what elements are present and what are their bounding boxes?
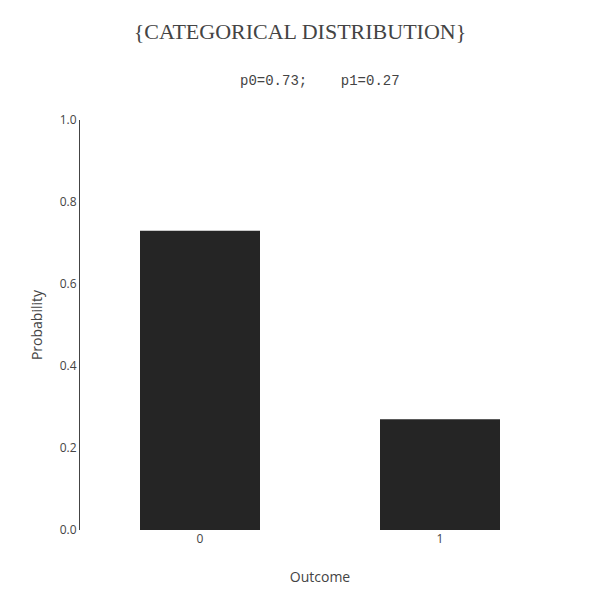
svg-text:0.6: 0.6 xyxy=(60,275,77,292)
svg-text:0.8: 0.8 xyxy=(60,193,77,210)
svg-text:0.2: 0.2 xyxy=(60,439,77,456)
svg-text:0: 0 xyxy=(197,530,204,547)
svg-text:Probability: Probability xyxy=(27,289,46,360)
svg-text:p0=0.73; p1=0.27: p0=0.73; p1=0.27 xyxy=(240,73,400,89)
svg-text:{CATEGORICAL DISTRIBUTION}: {CATEGORICAL DISTRIBUTION} xyxy=(134,19,467,44)
svg-text:0.0: 0.0 xyxy=(60,521,77,538)
svg-text:Outcome: Outcome xyxy=(290,567,351,586)
svg-text:1: 1 xyxy=(437,530,444,547)
svg-text:1.0: 1.0 xyxy=(60,111,77,128)
svg-text:0.4: 0.4 xyxy=(60,357,77,374)
